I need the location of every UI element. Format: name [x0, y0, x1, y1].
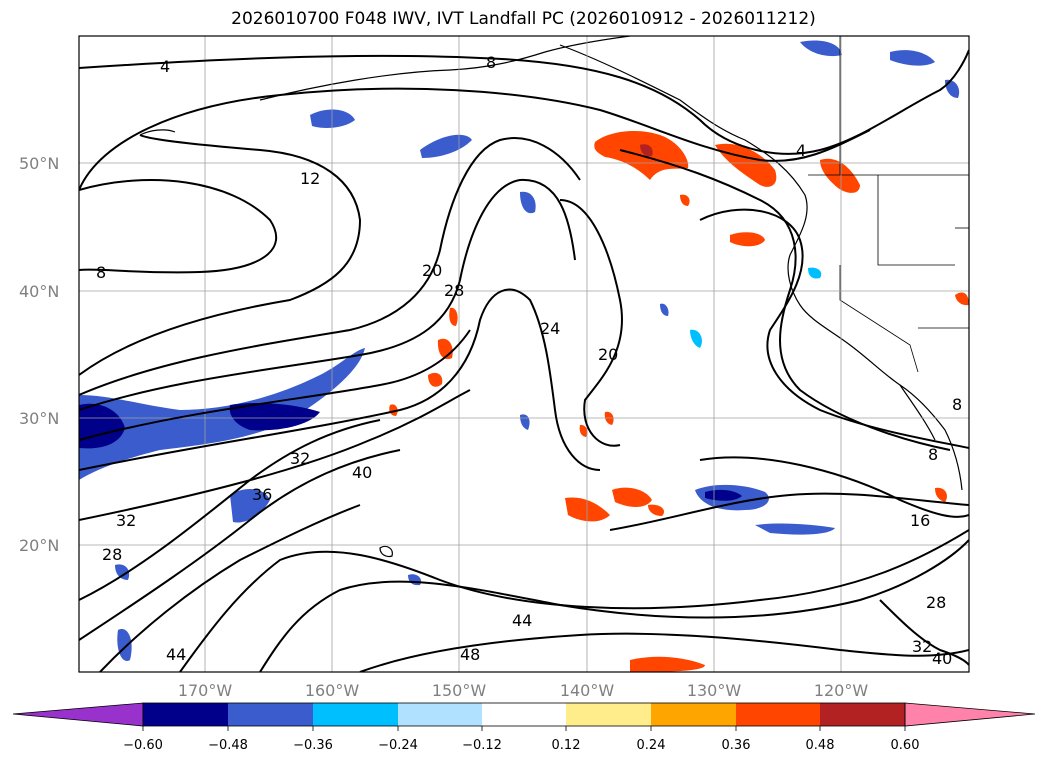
- lat-label: 20°N: [19, 536, 59, 555]
- contour-label: 28: [926, 593, 946, 612]
- contour-label: 20: [422, 261, 442, 280]
- colorbar-segment: [143, 703, 228, 726]
- contour-label: 40: [932, 649, 952, 668]
- lon-label: 140°W: [560, 681, 615, 700]
- lon-label: 170°W: [178, 681, 233, 700]
- colorbar-segment: [651, 703, 736, 726]
- contour-label: 32: [116, 511, 136, 530]
- contour-label: 4: [160, 57, 170, 76]
- contour-label: 44: [166, 645, 186, 664]
- contour-label: 48: [460, 645, 480, 664]
- latitude-labels: 50°N 40°N 30°N 20°N: [19, 154, 59, 555]
- iwv-contours: [79, 49, 969, 672]
- colorbar-extend-low: [12, 702, 144, 727]
- colorbar-tick-label: −0.36: [293, 738, 333, 753]
- contour-label: 4: [796, 141, 806, 160]
- colorbar-tick-label: 0.48: [806, 738, 835, 753]
- map-frame: [78, 35, 970, 673]
- colorbar-tick-label: −0.24: [378, 738, 418, 753]
- contour-label: 32: [912, 637, 932, 656]
- contour-labels: 4 8 12 8 20 28 24 20 4 32 40 36 32 28 16…: [96, 53, 962, 668]
- coastlines: [139, 36, 963, 558]
- contour-label: 36: [252, 485, 272, 504]
- lon-label: 160°W: [305, 681, 360, 700]
- colorbar-segment: [398, 703, 482, 726]
- map-title: 2026010700 F048 IWV, IVT Landfall PC (20…: [231, 9, 816, 29]
- map-plot-area: 4 8 12 8 20 28 24 20 4 32 40 36 32 28 16…: [79, 36, 969, 672]
- colorbar: −0.60 −0.48 −0.36 −0.24 −0.12 0.12 0.24 …: [12, 702, 1036, 753]
- colorbar-segment: [228, 703, 313, 726]
- contour-label: 16: [910, 511, 930, 530]
- lon-label: 120°W: [814, 681, 869, 700]
- colorbar-segment: [566, 703, 651, 726]
- colorbar-tick-label: −0.60: [123, 738, 163, 753]
- contour-label: 32: [290, 449, 310, 468]
- graticule: [79, 36, 969, 672]
- longitude-labels: 170°W 160°W 150°W 140°W 130°W 120°W: [178, 681, 869, 700]
- contour-label: 44: [512, 611, 532, 630]
- negative-shading: [79, 40, 960, 661]
- colorbar-tick-label: 0.60: [891, 738, 920, 753]
- contour-label: 28: [102, 545, 122, 564]
- colorbar-segment: [313, 703, 398, 726]
- colorbar-tick-label: −0.12: [462, 738, 502, 753]
- lat-label: 30°N: [19, 409, 59, 428]
- contour-label: 24: [540, 319, 560, 338]
- colorbar-segment: [820, 703, 905, 726]
- contour-label: 12: [300, 169, 320, 188]
- lat-label: 50°N: [19, 154, 59, 173]
- colorbar-tick-label: 0.36: [722, 738, 751, 753]
- colorbar-tick-label: 0.12: [552, 738, 581, 753]
- colorbar-segment: [482, 703, 566, 726]
- contour-label: 20: [598, 345, 618, 364]
- lon-label: 150°W: [432, 681, 487, 700]
- colorbar-tick-label: −0.48: [208, 738, 248, 753]
- contour-label: 8: [928, 445, 938, 464]
- lat-label: 40°N: [19, 282, 59, 301]
- contour-label: 8: [952, 395, 962, 414]
- colorbar-tick-label: 0.24: [637, 738, 666, 753]
- lon-label: 130°W: [687, 681, 742, 700]
- contour-label: 40: [352, 463, 372, 482]
- contour-label: 28: [444, 281, 464, 300]
- contour-label: 8: [486, 53, 496, 72]
- colorbar-extend-high: [904, 702, 1036, 727]
- political-borders: [808, 36, 969, 373]
- colorbar-segment: [736, 703, 820, 726]
- contour-label: 8: [96, 263, 106, 282]
